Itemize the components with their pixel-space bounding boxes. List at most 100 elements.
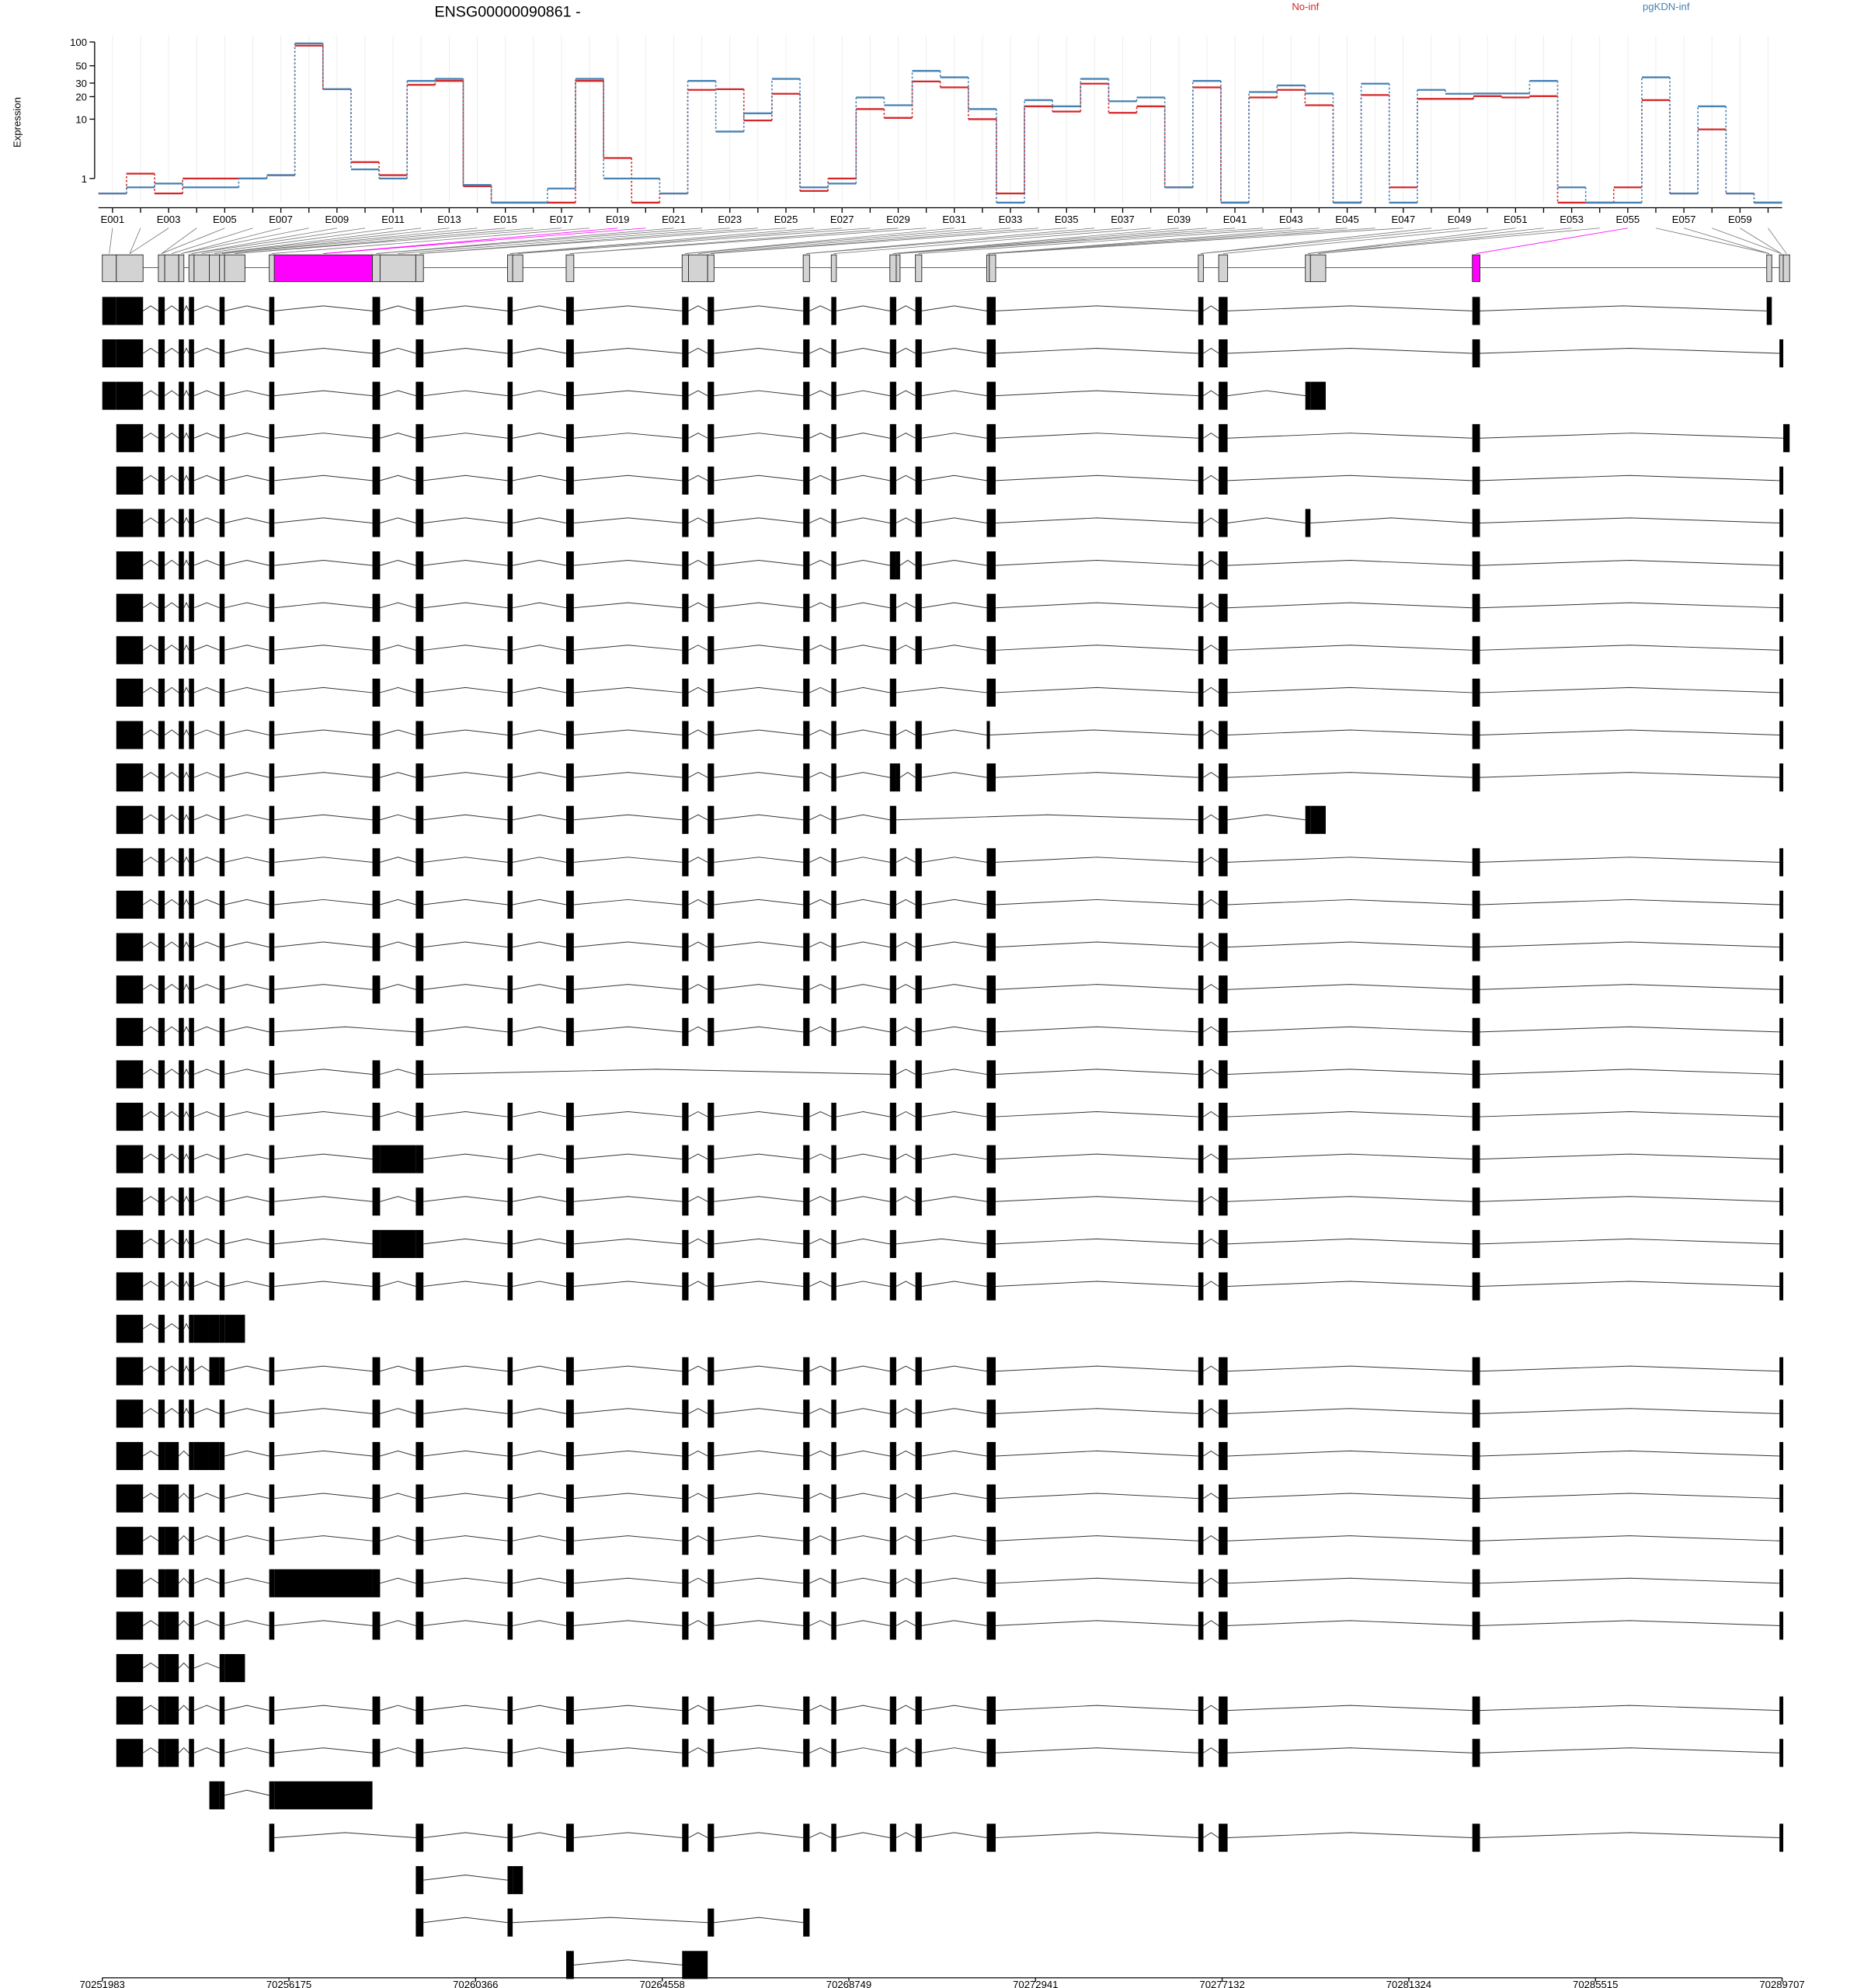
intron [142, 1322, 159, 1329]
transcript-exon [986, 1399, 990, 1428]
transcript-exon [209, 1315, 220, 1343]
transcript-exon [189, 1017, 194, 1046]
intron [688, 729, 708, 735]
transcript-exon [116, 1145, 144, 1173]
transcript-exon [507, 424, 513, 453]
transcript-exon [831, 636, 836, 665]
transcript-exon [682, 890, 689, 919]
transcript-exon [372, 1569, 381, 1597]
transcript-exon [708, 1527, 715, 1555]
transcript-exon [269, 1527, 275, 1555]
transcript-exon [189, 424, 194, 453]
intron [995, 433, 1198, 439]
transcript-exon [116, 890, 144, 919]
intron [224, 1069, 270, 1075]
x-tick-label: E051 [1504, 214, 1528, 225]
intron [714, 474, 804, 481]
intron [573, 984, 683, 990]
intron [573, 433, 683, 439]
intron [809, 984, 832, 990]
intron [1227, 984, 1473, 990]
transcript-exon [507, 890, 513, 919]
transcript-exon [219, 975, 225, 1004]
transcript-exon [915, 1484, 922, 1513]
intron [142, 772, 159, 778]
intron [224, 1577, 270, 1584]
transcript-exon [269, 424, 275, 453]
intron [512, 347, 567, 354]
intron [1480, 898, 1780, 905]
intron [1480, 772, 1780, 778]
transcript-exon [565, 1569, 574, 1597]
transcript-exon [803, 848, 810, 877]
intron [714, 305, 804, 311]
intron [142, 1450, 159, 1457]
transcript-exon [915, 848, 922, 877]
transcript-exon [158, 1357, 165, 1385]
intron [1203, 686, 1219, 693]
transcript-exon [989, 551, 996, 580]
transcript-exon [1472, 297, 1480, 325]
intron [714, 1026, 804, 1033]
intron [423, 517, 508, 523]
transcript-exon [803, 1399, 810, 1428]
transcript-exon [831, 1569, 836, 1597]
transcript-exon [158, 1611, 165, 1640]
transcript-exon [895, 763, 900, 792]
exon-connector [918, 228, 1292, 254]
intron [1203, 729, 1219, 735]
y-tick-label: 10 [75, 113, 87, 125]
transcript-exon [416, 1866, 424, 1895]
intron [995, 1493, 1198, 1500]
transcript-exon [269, 1696, 275, 1725]
intron [224, 517, 270, 523]
intron [142, 1069, 159, 1075]
intron [995, 1365, 1198, 1372]
transcript-exon [158, 805, 165, 834]
intron [183, 771, 190, 778]
transcript-exon [1219, 1484, 1228, 1513]
x-tick-label: E003 [157, 214, 181, 225]
transcript-exon [1472, 1272, 1480, 1301]
transcript-exon [165, 1739, 179, 1767]
transcript-exon [803, 890, 810, 919]
intron [995, 347, 1198, 354]
intron [193, 602, 220, 609]
model-exon [273, 254, 374, 283]
transcript-exon [372, 1527, 381, 1555]
transcript-exon [989, 1060, 996, 1089]
transcript-exon [116, 1611, 144, 1640]
intron [193, 814, 220, 821]
intron [1480, 1705, 1780, 1712]
transcript-exon [1198, 1272, 1204, 1301]
transcript-exon [416, 721, 424, 749]
transcript-exon [158, 1569, 165, 1597]
transcript-exon [989, 381, 996, 410]
transcript-exon [189, 1653, 194, 1683]
intron [995, 390, 1198, 397]
intron [714, 1450, 804, 1457]
x-tick-label: E055 [1616, 214, 1640, 225]
intron [895, 1747, 916, 1753]
intron [164, 1153, 179, 1160]
transcript-exon [682, 1696, 689, 1725]
transcript-exon [682, 1484, 689, 1513]
exon-connector [171, 228, 253, 254]
transcript-exon [986, 551, 990, 580]
transcript-exon [803, 466, 810, 495]
intron [164, 686, 179, 693]
transcript-exon [416, 1569, 424, 1597]
transcript-exon [1198, 297, 1204, 325]
intron [193, 857, 220, 863]
intron [142, 517, 159, 523]
transcript-exon [179, 593, 184, 622]
transcript-exon [1219, 1272, 1228, 1301]
legend-label: pgKDN-inf [1643, 1, 1690, 12]
transcript-exon [116, 1739, 144, 1767]
transcript-exon [416, 848, 424, 877]
transcript-exon [269, 1017, 275, 1046]
intron [380, 347, 416, 354]
transcript-exon [889, 1357, 896, 1385]
exon-connector [419, 228, 786, 254]
transcript-exon [1219, 678, 1228, 707]
